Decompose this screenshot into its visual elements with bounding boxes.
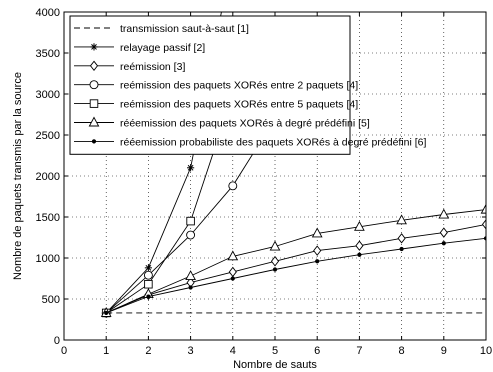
data-point	[143, 270, 153, 280]
legend-label: rééemission des paquets XORés à degré pr…	[120, 118, 370, 130]
legend-label: reémission des paquets XORés entre 2 paq…	[120, 80, 358, 92]
y-tick-label: 4000	[36, 7, 60, 19]
data-point	[270, 256, 280, 267]
data-point	[272, 267, 278, 272]
data-point	[104, 310, 109, 316]
x-tick-label: 6	[314, 345, 320, 357]
y-tick-label: 1000	[36, 253, 60, 265]
legend-item: reémission des paquets XORés entre 5 paq…	[74, 99, 358, 111]
legend-marker	[89, 60, 99, 72]
y-axis-label: Nombre de paquets transmis par la source	[12, 72, 24, 280]
data-point	[399, 246, 404, 252]
data-point	[186, 230, 196, 240]
series-line	[106, 237, 486, 314]
data-point	[187, 164, 194, 171]
y-tick-label: 0	[54, 335, 60, 347]
legend-marker	[89, 80, 99, 90]
x-axis-label: Nombre de sauts	[233, 359, 317, 371]
y-tick-label: 2500	[36, 130, 60, 142]
data-point	[185, 270, 196, 280]
legend-label: reémission des paquets XORés entre 5 paq…	[120, 99, 358, 111]
series-6	[100, 203, 486, 317]
data-point	[186, 216, 195, 226]
data-point	[146, 294, 151, 299]
data-point	[441, 241, 446, 246]
data-point	[438, 208, 450, 219]
legend-item: transmission saut-à-saut [1]	[74, 23, 249, 35]
x-tick-label: 3	[188, 345, 194, 357]
data-point	[230, 276, 235, 281]
data-point	[227, 250, 239, 261]
x-tick-label: 4	[230, 345, 236, 357]
y-tick-label: 500	[42, 294, 60, 306]
x-tick-label: 7	[356, 345, 362, 357]
x-tick-label: 1	[103, 345, 109, 357]
legend-item: rééemission probabiliste des paquets XOR…	[74, 136, 427, 148]
data-point	[357, 252, 362, 257]
legend-label: rééemission probabiliste des paquets XOR…	[120, 136, 427, 148]
y-tick-label: 1500	[36, 212, 60, 224]
legend-label: relayage passif [2]	[120, 42, 205, 54]
legend-label: reémission [3]	[120, 61, 185, 73]
data-point	[188, 285, 193, 290]
series-line	[106, 223, 486, 314]
data-point	[354, 220, 365, 231]
y-tick-label: 3000	[36, 89, 60, 101]
y-tick-label: 3500	[36, 48, 60, 60]
data-point	[315, 259, 320, 264]
data-point	[145, 264, 152, 271]
data-point	[396, 214, 407, 225]
legend-marker	[91, 139, 97, 144]
data-point	[228, 181, 238, 191]
x-tick-label: 8	[399, 345, 405, 357]
legend-item: reémission des paquets XORés entre 2 paq…	[74, 80, 358, 92]
y-tick-label: 2000	[36, 171, 60, 183]
x-tick-label: 2	[145, 345, 151, 357]
data-point	[311, 227, 323, 238]
series-line	[105, 93, 234, 314]
data-point	[397, 233, 406, 244]
data-point	[144, 279, 153, 289]
data-point	[355, 240, 364, 251]
legend-marker	[91, 44, 97, 50]
legend-label: transmission saut-à-saut [1]	[120, 23, 249, 35]
legend-item: relayage passif [2]	[74, 42, 205, 54]
x-tick-label: 10	[480, 345, 492, 357]
grid	[64, 12, 486, 340]
legend-marker	[88, 116, 100, 127]
legend-item: rééemission des paquets XORés à degré pr…	[74, 116, 370, 130]
axis-ticks: 0 1 2 3 4 5 6 7 8 9 10 0 500 1000 1500 2000 2500 3000 3500…	[36, 7, 493, 357]
legend-marker	[89, 99, 99, 108]
legend: transmission saut-à-saut [1] relayage pas…	[69, 15, 427, 155]
data-point	[439, 227, 448, 238]
data-point	[480, 203, 486, 214]
legend-item: reémission [3]	[74, 60, 185, 73]
data-point	[481, 219, 486, 230]
data-point	[269, 240, 281, 251]
legend-box	[69, 15, 351, 155]
x-tick-label: 0	[61, 345, 67, 357]
series-line	[106, 209, 486, 314]
data-point	[313, 245, 322, 256]
x-tick-label: 5	[272, 345, 278, 357]
x-tick-label: 9	[441, 345, 447, 357]
